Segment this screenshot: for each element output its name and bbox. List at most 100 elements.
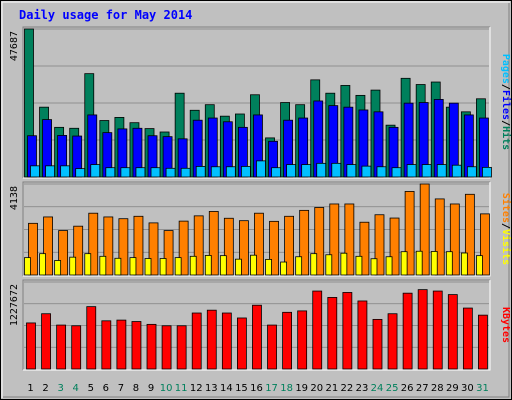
bar-sites-5 xyxy=(88,212,99,276)
bar-pages-8 xyxy=(135,167,146,178)
bar-kbytes-4 xyxy=(71,325,82,370)
x-tick-label: 5 xyxy=(88,383,94,394)
bar-sites-17 xyxy=(269,220,279,276)
bar-sites-4 xyxy=(73,225,84,276)
bar-visits-1 xyxy=(24,257,31,276)
bar-sites-12 xyxy=(193,215,204,276)
bar-visits-12 xyxy=(189,255,197,276)
x-tick-label: 16 xyxy=(250,383,263,394)
x-tick-label: 19 xyxy=(295,383,308,394)
bar-visits-4 xyxy=(69,256,77,276)
bar-pages-6 xyxy=(105,167,116,178)
bar-kbytes-8 xyxy=(131,321,142,370)
x-tick-label: 8 xyxy=(133,383,139,394)
panel-middle: 4138 xyxy=(9,181,491,277)
legend-entry: KBytes xyxy=(500,307,511,343)
x-tick-label: 14 xyxy=(220,383,233,394)
x-tick-label: 20 xyxy=(310,383,323,394)
bar-visits-18 xyxy=(280,261,287,276)
bar-visits-19 xyxy=(295,256,303,276)
legend-entry: Hits xyxy=(500,126,512,150)
bar-visits-31 xyxy=(476,255,483,276)
x-tick-label: 23 xyxy=(356,383,369,394)
bar-pages-19 xyxy=(301,164,312,178)
bar-pages-7 xyxy=(120,167,131,178)
bar-pages-10 xyxy=(165,167,176,178)
bar-kbytes-16 xyxy=(252,304,262,370)
bar-pages-22 xyxy=(346,164,357,178)
bar-pages-2 xyxy=(45,165,55,178)
bar-pages-14 xyxy=(225,166,236,178)
bar-pages-9 xyxy=(150,167,161,178)
bar-kbytes-22 xyxy=(342,292,353,370)
legend-entry: Files xyxy=(500,90,512,120)
bar-sites-1 xyxy=(28,222,38,276)
bar-sites-31 xyxy=(480,213,490,276)
frame-shadow xyxy=(3,3,510,398)
x-tick-label: 10 xyxy=(160,383,173,394)
bar-visits-16 xyxy=(250,254,257,276)
bar-sites-25 xyxy=(389,217,400,276)
bar-kbytes-23 xyxy=(357,300,368,370)
bar-sites-20 xyxy=(314,207,325,276)
bar-kbytes-3 xyxy=(56,324,67,370)
panel-border-light xyxy=(23,27,491,179)
legend-entry: / xyxy=(500,223,511,229)
bar-visits-8 xyxy=(129,257,137,276)
bar-kbytes-27 xyxy=(417,289,428,370)
bar-kbytes-15 xyxy=(237,317,247,370)
legend-top: Pages/Files/Hits xyxy=(500,54,512,150)
bar-pages-12 xyxy=(195,166,206,178)
bar-pages-26 xyxy=(406,164,417,178)
bar-kbytes-7 xyxy=(116,319,127,370)
panel-top: 47687 xyxy=(9,26,492,179)
bar-sites-16 xyxy=(254,212,264,276)
bar-pages-25 xyxy=(391,167,402,178)
bar-pages-11 xyxy=(180,167,191,178)
bar-sites-10 xyxy=(163,230,174,276)
bar-kbytes-24 xyxy=(372,318,383,370)
bar-visits-13 xyxy=(204,255,212,276)
bar-visits-20 xyxy=(310,253,318,276)
legend-entry: / xyxy=(500,120,511,126)
x-tick-label: 30 xyxy=(461,383,474,394)
x-tick-label: 27 xyxy=(416,383,429,394)
bar-sites-18 xyxy=(284,215,294,276)
bar-pages-27 xyxy=(421,164,432,178)
bar-kbytes-6 xyxy=(101,320,112,370)
panel-border-light xyxy=(23,182,491,277)
bar-kbytes-11 xyxy=(176,325,187,370)
bar-pages-1 xyxy=(30,165,40,178)
bar-visits-25 xyxy=(385,256,393,276)
bar-pages-23 xyxy=(361,165,372,178)
bar-kbytes-29 xyxy=(447,294,458,370)
chart-title: Daily usage for May 2014 xyxy=(19,8,192,22)
bar-visits-11 xyxy=(174,257,182,276)
bar-sites-26 xyxy=(404,191,415,276)
bar-kbytes-10 xyxy=(161,325,172,370)
legend-middle: Sites/Visits xyxy=(500,193,512,265)
x-tick-label: 6 xyxy=(103,383,109,394)
x-tick-label: 21 xyxy=(325,383,338,394)
bar-kbytes-21 xyxy=(327,297,338,370)
bar-sites-8 xyxy=(133,215,144,276)
bar-sites-2 xyxy=(43,216,53,276)
bar-kbytes-20 xyxy=(312,290,323,370)
bar-visits-15 xyxy=(235,258,242,276)
bar-pages-3 xyxy=(60,165,71,178)
x-tick-label: 24 xyxy=(371,383,384,394)
bar-pages-30 xyxy=(466,166,477,178)
bar-sites-29 xyxy=(449,203,460,276)
legend-bottom: KBytes xyxy=(500,307,511,343)
x-tick-label: 2 xyxy=(42,383,48,394)
bar-sites-24 xyxy=(374,214,385,276)
x-tick-label: 9 xyxy=(148,383,154,394)
bar-visits-7 xyxy=(114,257,122,276)
bar-kbytes-30 xyxy=(462,307,473,370)
x-tick-label: 26 xyxy=(401,383,414,394)
bar-pages-15 xyxy=(241,166,251,178)
bar-pages-21 xyxy=(331,162,342,178)
x-tick-label: 13 xyxy=(205,383,218,394)
x-tick-label: 4 xyxy=(73,383,79,394)
